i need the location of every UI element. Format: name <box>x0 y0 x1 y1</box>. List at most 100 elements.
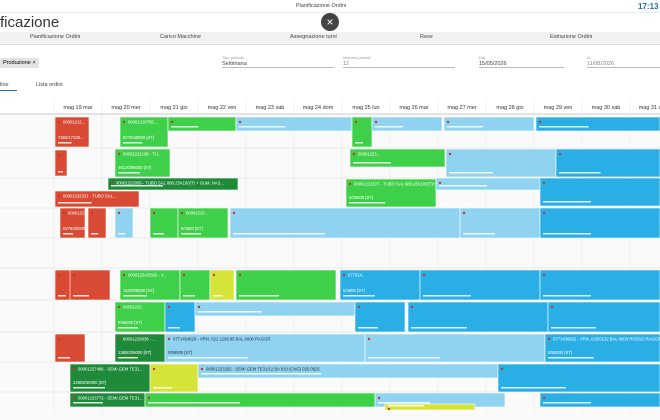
status-dot <box>377 396 381 400</box>
tab[interactable]: Estrazione Ordini <box>550 34 593 40</box>
tab[interactable]: Assegnazione turni <box>290 34 337 40</box>
bar-code: 00001223282 - SEMI.GEM TE31/12 BA 010 (C… <box>206 367 320 372</box>
gantt-bg <box>0 114 660 420</box>
count-input[interactable]: 12 <box>343 61 455 68</box>
progress-bar <box>463 233 495 235</box>
status-dot <box>72 367 76 371</box>
order-bar <box>107 177 239 191</box>
order-bar <box>539 177 660 207</box>
day-label: mag 26 mar <box>399 105 429 111</box>
progress-bar <box>501 387 566 389</box>
progress-bar <box>201 373 321 375</box>
top-bar <box>0 0 660 13</box>
progress-bar <box>153 233 165 235</box>
progress-bar <box>73 387 105 389</box>
progress-bar <box>378 402 430 404</box>
field-label: Tipo periodo <box>222 55 245 60</box>
status-dot <box>147 396 151 400</box>
day-label: mag 29 ven <box>544 105 573 111</box>
order-bar <box>539 207 660 239</box>
tab[interactable]: Rese <box>420 34 433 40</box>
status-dot <box>57 120 61 124</box>
view-tab[interactable]: line <box>0 82 17 91</box>
order-bar <box>54 116 90 148</box>
field-label: Numero periodi <box>343 55 371 60</box>
status-dot <box>462 211 466 215</box>
order-bar <box>547 301 660 333</box>
progress-bar <box>239 126 286 128</box>
order-bar <box>497 363 660 393</box>
tab[interactable]: Carico Macchine <box>160 34 201 40</box>
progress-bar <box>123 295 147 297</box>
order-bar <box>354 301 406 333</box>
status-dot <box>538 120 542 124</box>
bar-code: 00001221... - TUBO SAL... <box>68 211 118 216</box>
order-bar <box>54 333 86 363</box>
order-bar <box>149 207 179 239</box>
status-dot <box>117 211 121 215</box>
status-dot <box>410 305 414 309</box>
bar-code: 077314... <box>348 273 365 278</box>
progress-bar <box>343 295 375 297</box>
order-bar <box>114 301 166 333</box>
view-tab[interactable]: Lista ordini <box>36 82 63 88</box>
progress-bar <box>63 233 73 235</box>
order-bar <box>149 363 199 393</box>
filter-chip[interactable]: Produzione × <box>0 58 39 68</box>
bar-qty: 7465/17200... <box>58 135 84 140</box>
day-label: mag 25 lun <box>352 105 379 111</box>
period-select[interactable]: Settimana <box>222 61 334 68</box>
bar-qty: 24908/40000 [ST] <box>73 380 106 385</box>
progress-bar <box>198 311 262 313</box>
status-dot <box>342 273 346 277</box>
status-dot <box>387 407 391 411</box>
status-dot <box>117 337 121 341</box>
order-bar <box>339 269 421 301</box>
status-dot <box>448 152 452 156</box>
bar-qty: 0/96000 [ST] <box>118 320 142 325</box>
order-bar <box>177 207 229 239</box>
progress-bar <box>548 357 594 359</box>
progress-bar <box>168 357 248 359</box>
bar-code: 00001223... <box>186 211 208 216</box>
progress-bar <box>355 142 363 144</box>
status-dot <box>72 396 76 400</box>
order-bar <box>435 177 557 191</box>
day-label: mag 23 sab <box>256 105 285 111</box>
breadcrumb[interactable]: Pianificazione Ordini <box>296 3 347 9</box>
from-date[interactable]: 15/05/2026 <box>479 61 564 68</box>
to-date[interactable]: 11/08/2026 <box>587 61 660 68</box>
status-dot <box>542 181 546 185</box>
order-bar <box>384 403 476 411</box>
progress-bar <box>423 295 471 297</box>
progress-bar <box>543 201 591 203</box>
tab[interactable]: Pianificazione Ordini <box>30 34 81 40</box>
progress-bar <box>58 295 66 297</box>
progress-bar <box>58 142 72 144</box>
status-dot <box>90 211 94 215</box>
order-bar <box>167 116 237 132</box>
status-dot <box>374 120 378 124</box>
status-dot <box>542 396 546 400</box>
status-dot <box>152 367 156 371</box>
progress-bar <box>349 202 385 204</box>
close-button[interactable]: × <box>321 13 339 31</box>
progress-bar <box>213 295 223 297</box>
progress-bar <box>375 126 403 128</box>
progress-bar <box>439 185 487 187</box>
progress-bar <box>388 405 424 407</box>
progress-bar <box>148 402 240 404</box>
status-dot <box>558 152 562 156</box>
status-dot <box>167 305 171 309</box>
status-dot <box>182 273 186 277</box>
progress-bar <box>358 327 378 329</box>
order-bar <box>164 301 196 333</box>
bar-code: 0771454829 - VRN. 021.1208.95 BAL 0000 R… <box>173 337 272 342</box>
progress-bar <box>447 126 483 128</box>
day-label: mag 21 gio <box>160 105 187 111</box>
bar-code: 00001227486 - SEMI.GEM TE31... <box>78 367 143 372</box>
order-bar <box>544 333 660 363</box>
bar-code: 00001221577 - TUBO SAL 880.25X100(T)+GUM… <box>354 182 458 187</box>
status-dot <box>57 194 61 198</box>
order-bar <box>535 116 660 132</box>
